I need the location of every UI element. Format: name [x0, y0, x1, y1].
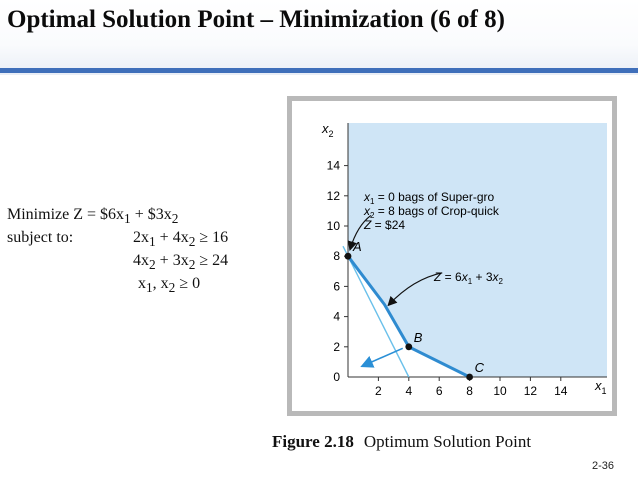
point-label-a: A [352, 239, 362, 254]
x-tick-label: 14 [554, 384, 568, 398]
x-tick-label: 6 [436, 384, 443, 398]
y-tick-label: 4 [333, 310, 340, 324]
objective-function-line [342, 245, 410, 378]
slide-title: Optimal Solution Point – Minimization (6… [7, 6, 505, 33]
subject-to-label: subject to: [7, 229, 74, 246]
figure-label: Figure 2.18 [272, 432, 354, 451]
x-tick-label: 10 [493, 384, 507, 398]
objective-mid: + $3x [130, 206, 172, 223]
y-tick-label: 14 [327, 159, 341, 173]
optimum-annotation-x2: x2 = 8 bags of Crop-quick [363, 204, 500, 220]
y-axis-label: x2 [321, 121, 334, 139]
x-tick-label: 2 [375, 384, 382, 398]
feasible-region [348, 123, 607, 377]
y-tick-label: 6 [333, 279, 340, 293]
x-tick-label: 8 [466, 384, 473, 398]
direction-arrow [360, 347, 404, 368]
slide-header: Optimal Solution Point – Minimization (6… [0, 0, 638, 75]
point-label-b: B [414, 330, 423, 345]
optimum-callout-arrow [347, 214, 372, 251]
header-rule [0, 68, 638, 73]
objective-lead: Minimize Z = $6x [7, 206, 125, 223]
optimum-solution-chart: 0 2 4 6 8 10 12 14 2 4 6 8 10 12 14 A B C x2 x1 x1 = 0 b… [321, 121, 607, 398]
chart-frame: 0 2 4 6 8 10 12 14 2 4 6 8 10 12 14 A B C x2 x1 x1 = 0 b… [287, 96, 617, 416]
optimum-annotation-z: Z = $24 [363, 218, 405, 232]
objective-function-label: Z = 6x1 + 3x2 [433, 270, 504, 286]
point-label-c: C [475, 360, 485, 375]
y-tick-label: 10 [327, 219, 341, 233]
y-tick-label: 8 [333, 249, 340, 263]
x-axis-label: x1 [594, 378, 607, 396]
feasible-boundary-line [346, 255, 471, 379]
y-tick-label: 2 [333, 340, 340, 354]
y-tick-label: 12 [327, 189, 341, 203]
objective-callout-arrow [387, 272, 443, 307]
figure-caption-text: Optimum Solution Point [363, 432, 532, 451]
chart-panel: 0 2 4 6 8 10 12 14 2 4 6 8 10 12 14 A B C x2 x1 x1 = 0 b… [292, 101, 612, 411]
corner-point-a [344, 252, 352, 260]
objective-sub-1: 1 [124, 211, 131, 227]
corner-point-c [466, 373, 473, 381]
x-tick-label: 12 [524, 384, 538, 398]
objective-sub-2: 2 [171, 211, 179, 227]
optimum-annotation-x1: x1 = 0 bags of Super-gro [363, 190, 495, 206]
page-number: 2-36 [592, 460, 615, 472]
y-tick-label: 0 [333, 370, 340, 384]
figure-caption: Figure 2.18 Optimum Solution Point [272, 432, 531, 452]
x-tick-label: 4 [405, 384, 412, 398]
corner-point-b [405, 343, 413, 351]
